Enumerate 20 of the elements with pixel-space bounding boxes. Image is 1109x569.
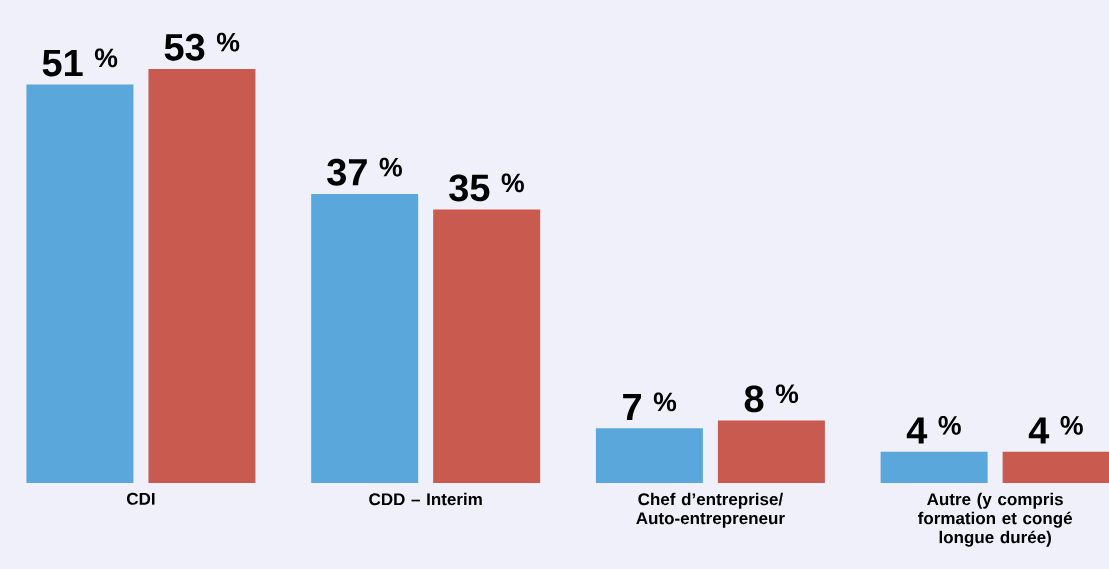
- bar: [595, 428, 703, 483]
- data-label: 4 $^{%}$: [1028, 416, 1083, 444]
- bar: [148, 68, 256, 483]
- bar: [1002, 451, 1109, 483]
- bar: [717, 420, 825, 483]
- bar: [311, 193, 419, 483]
- x-tick-label: CDI: [127, 492, 155, 505]
- data-label: 53 $^{%}$: [164, 32, 240, 61]
- data-label: 51 $^{%}$: [42, 48, 118, 77]
- data-label: 4 $^{%}$: [906, 416, 961, 444]
- bar: [26, 84, 134, 483]
- x-tick-label: CDD – Interim: [369, 492, 482, 506]
- x-tick-label: Chef d’entreprise/ Auto-entrepreneur: [636, 492, 785, 528]
- data-label: 8 $^{%}$: [744, 384, 799, 413]
- x-tick-label: Autre (y compris formation et congé longue durée): [917, 492, 1072, 547]
- data-label: 7 $^{%}$: [623, 392, 677, 421]
- data-label: 37 $^{%}$: [327, 157, 402, 186]
- data-label: 35 $^{%}$: [449, 173, 524, 202]
- bar: [880, 451, 988, 483]
- bar: [433, 209, 541, 483]
